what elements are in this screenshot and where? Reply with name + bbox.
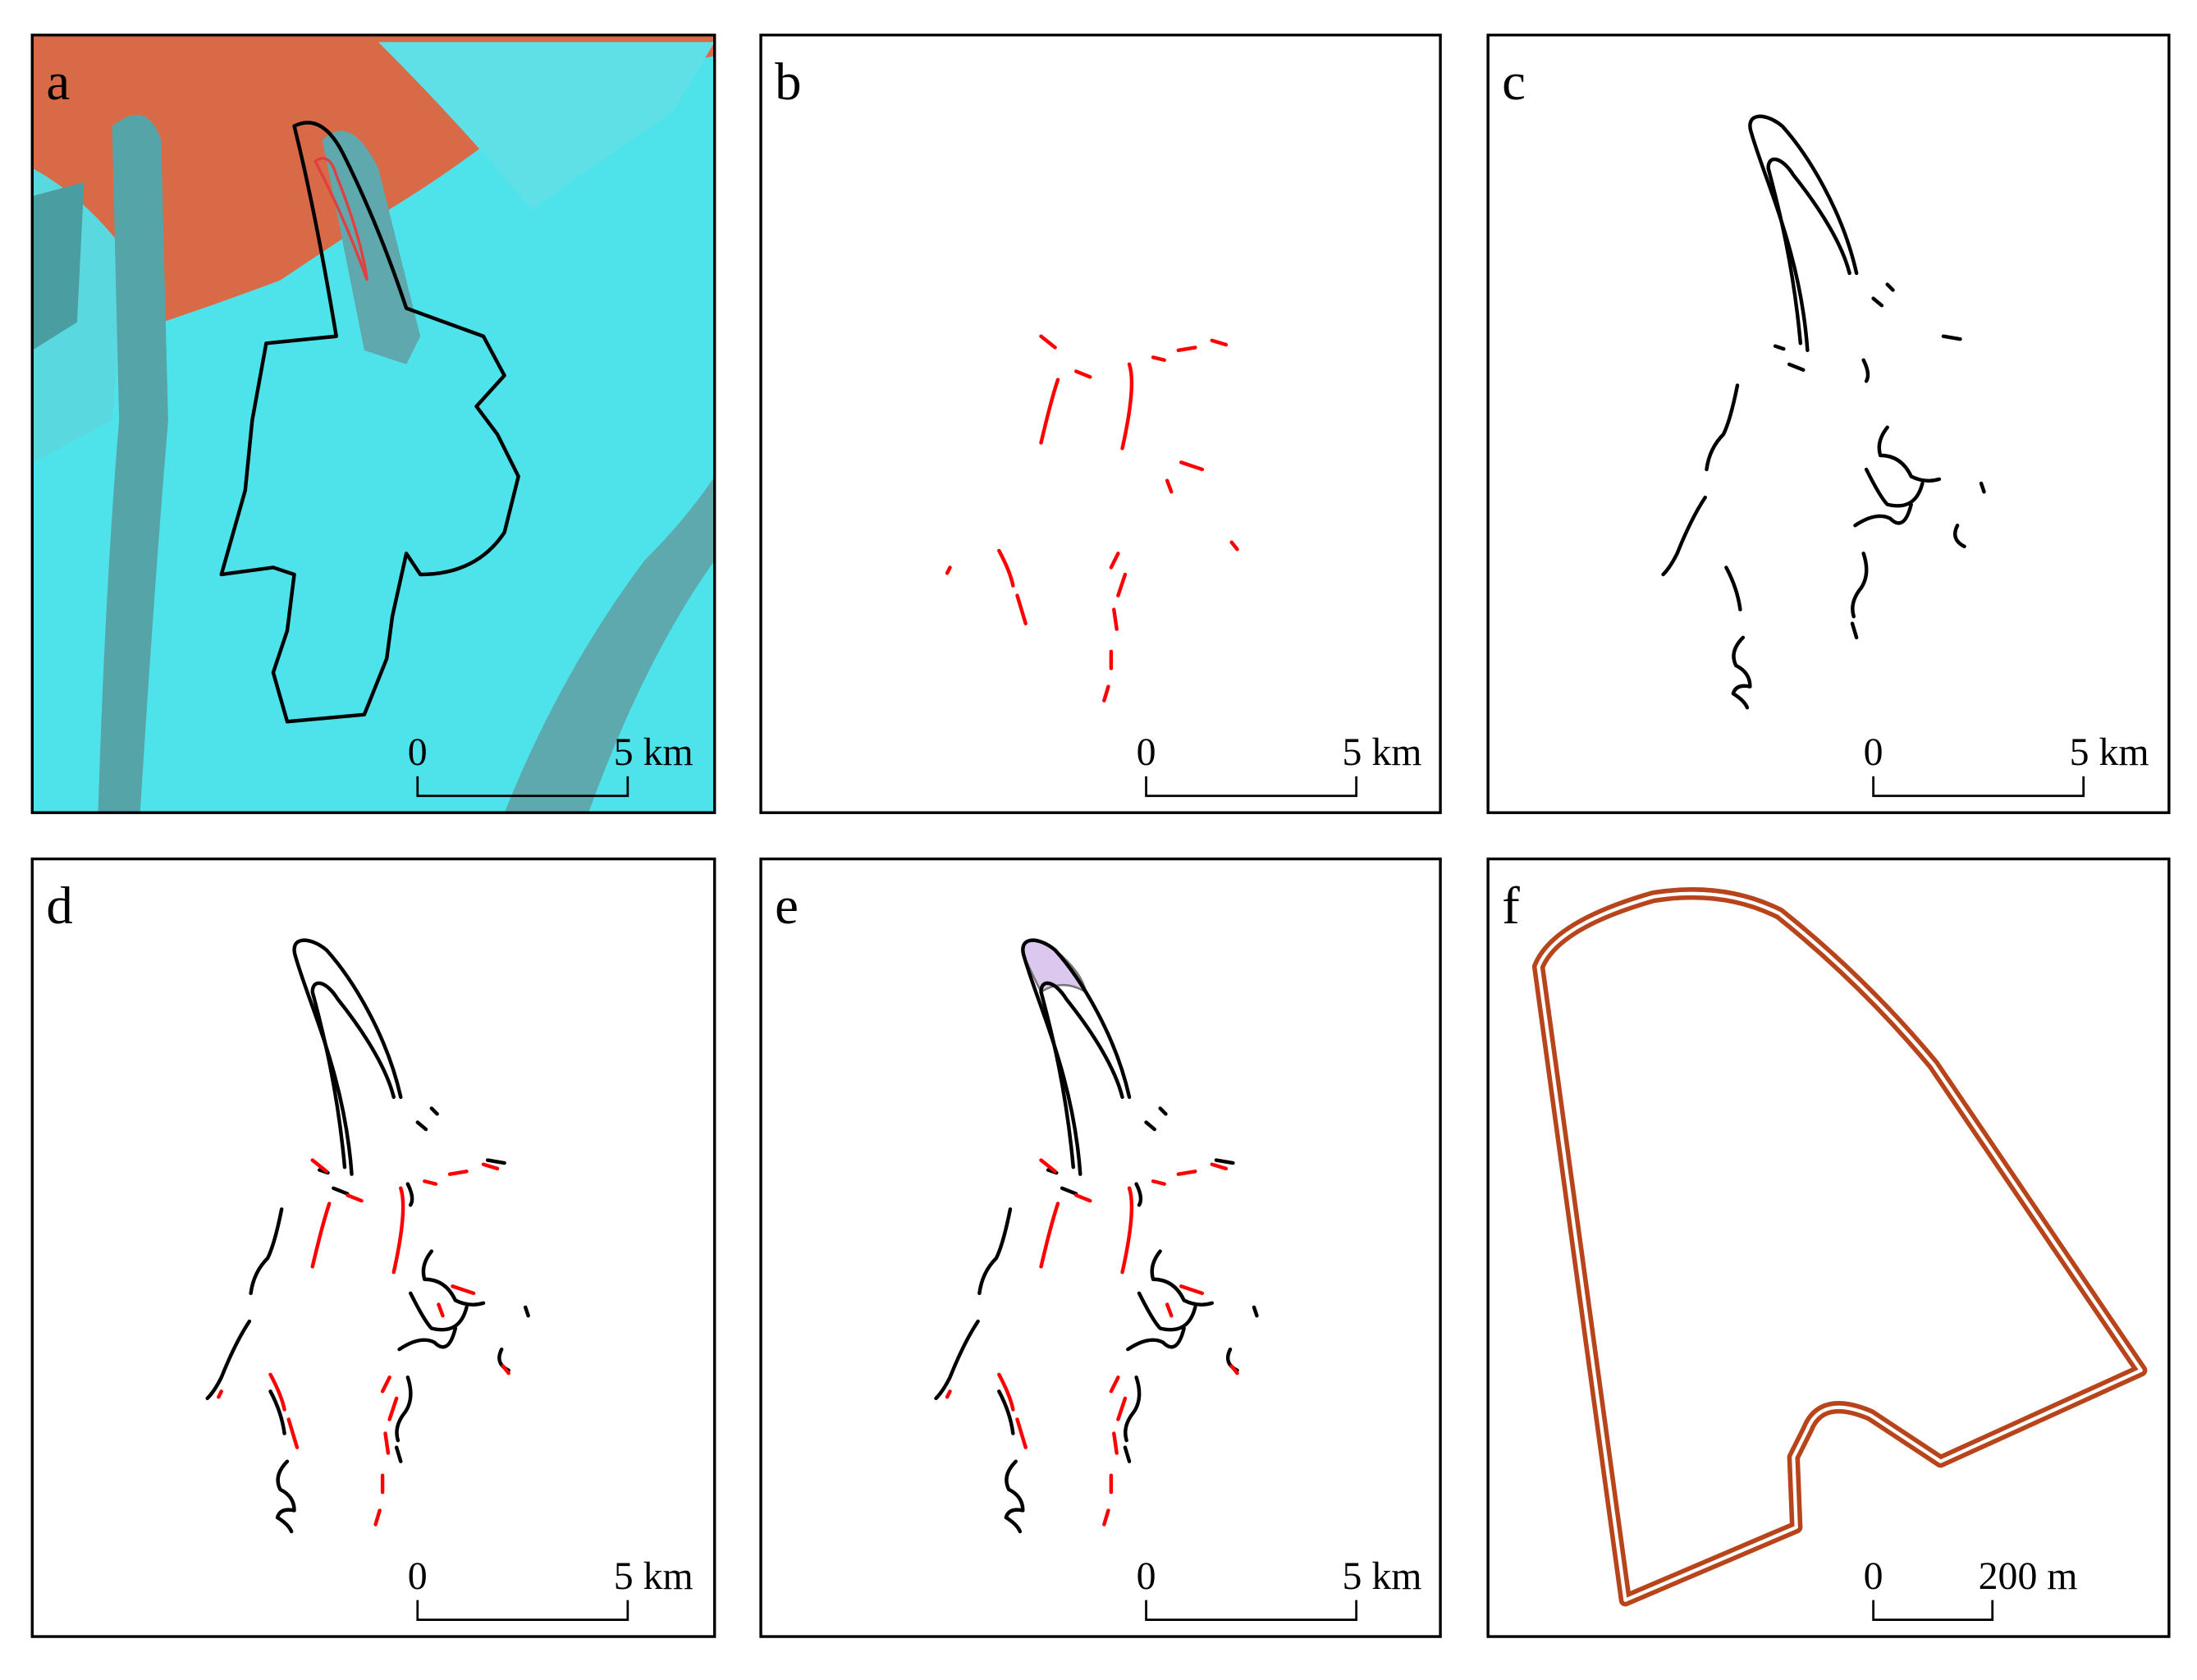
scale-bar	[416, 776, 629, 798]
scale-end: 5 km	[614, 730, 693, 774]
scale-end: 5 km	[614, 1554, 693, 1598]
scale-start: 0	[1137, 1554, 1156, 1598]
scale-start: 0	[1137, 730, 1156, 774]
labels: a 0 5 km b 0 5 km c 0 5 km d 0 5 km e 0 5 km f 0 200 m	[46, 53, 2149, 1621]
panel-label: a	[46, 53, 70, 112]
panel-e	[759, 857, 1442, 1638]
scale-start: 0	[408, 730, 428, 774]
panel-b	[759, 33, 1442, 814]
scale-bar	[1145, 1600, 1358, 1621]
panel-label: c	[1502, 53, 1526, 112]
scale-bar	[1872, 1600, 1994, 1621]
scale-end: 5 km	[1343, 1554, 1422, 1598]
scale-start: 0	[408, 1554, 428, 1598]
scale-end: 5 km	[1343, 730, 1422, 774]
scale-start: 0	[1864, 1554, 1883, 1598]
panel-a	[30, 33, 716, 814]
panel-d	[30, 857, 716, 1638]
panel-label: f	[1502, 877, 1520, 936]
panel-c	[1486, 33, 2171, 814]
scale-end: 200 m	[1979, 1554, 2078, 1598]
scale-bar	[1872, 776, 2085, 798]
scale-bar	[1145, 776, 1358, 798]
scale-start: 0	[1864, 730, 1883, 774]
panel-label: e	[775, 877, 799, 936]
panel-label: b	[775, 53, 801, 112]
panel-f	[1486, 857, 2171, 1638]
panel-label: d	[46, 877, 72, 936]
scale-end: 5 km	[2070, 730, 2149, 774]
scale-bar	[416, 1600, 629, 1621]
